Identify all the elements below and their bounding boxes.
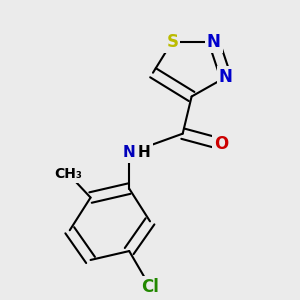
Text: Cl: Cl bbox=[141, 278, 159, 296]
Text: S: S bbox=[166, 32, 178, 50]
Text: N: N bbox=[207, 32, 221, 50]
Text: H: H bbox=[138, 146, 150, 160]
Text: O: O bbox=[214, 135, 229, 153]
Text: N: N bbox=[123, 146, 136, 160]
Text: N: N bbox=[219, 68, 233, 86]
Text: CH₃: CH₃ bbox=[54, 167, 82, 181]
Text: N: N bbox=[123, 146, 136, 160]
